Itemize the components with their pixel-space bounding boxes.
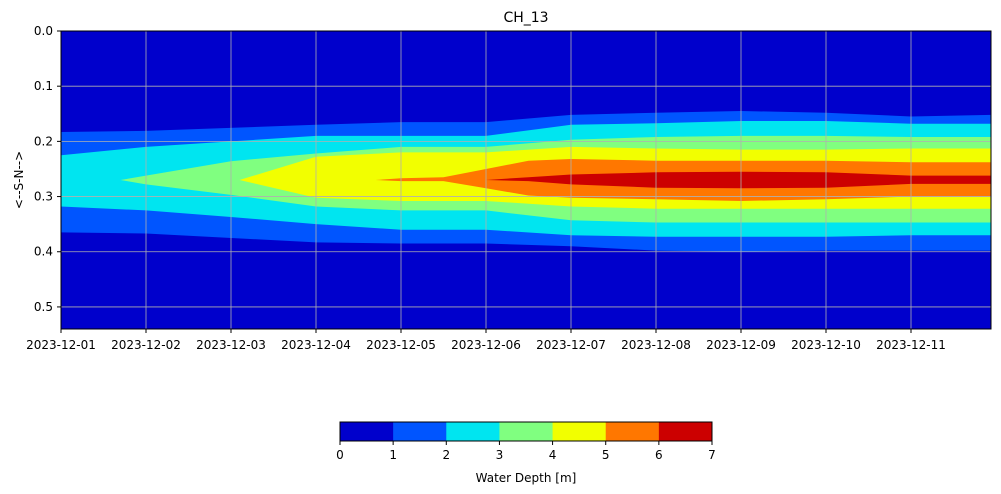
colorbar-frame [339, 421, 713, 442]
colorbar-segment [552, 422, 607, 441]
x-tick-label: 2023-12-11 [876, 338, 946, 352]
grid-lines [61, 31, 991, 329]
colorbar-tick-label: 0 [336, 448, 344, 462]
colorbar-segment [499, 422, 554, 441]
y-tick-label: 0.5 [34, 300, 53, 314]
y-tick-label: 0.4 [34, 245, 53, 259]
y-tick-label: 0.0 [34, 24, 53, 38]
colorbar-tick-label: 7 [708, 448, 716, 462]
x-tick-label: 2023-12-08 [621, 338, 691, 352]
chart-title: CH_13 [503, 10, 548, 26]
plot-area [61, 31, 991, 329]
x-tick-label: 2023-12-10 [791, 338, 861, 352]
x-tick-label: 2023-12-05 [366, 338, 436, 352]
y-tick-label: 0.3 [34, 190, 53, 204]
colorbar: 0 1 2 3 4 5 6 7 [336, 421, 716, 462]
colorbar-segment [340, 422, 394, 441]
x-tick-label: 2023-12-09 [706, 338, 776, 352]
colorbar-segment [446, 422, 500, 441]
x-tick-label: 2023-12-07 [536, 338, 606, 352]
colorbar-segment [658, 422, 713, 441]
y-axis: 0.0 0.1 0.2 0.3 0.4 0.5 [34, 24, 61, 314]
colorbar-segment [605, 422, 660, 441]
colorbar-tick-label: 1 [389, 448, 397, 462]
colorbar-tick-label: 6 [655, 448, 663, 462]
y-tick-label: 0.2 [34, 134, 53, 148]
colorbar-tick-label: 3 [496, 448, 504, 462]
x-tick-label: 2023-12-01 [26, 338, 96, 352]
contour-band-6 [443, 171, 991, 189]
x-tick-label: 2023-12-02 [111, 338, 181, 352]
colorbar-tick-label: 4 [549, 448, 557, 462]
colorbar-segment [393, 422, 447, 441]
x-tick-label: 2023-12-04 [281, 338, 351, 352]
y-axis-label: <--S-N--> [12, 151, 26, 209]
colorbar-tick-label: 2 [442, 448, 450, 462]
x-tick-label: 2023-12-06 [451, 338, 521, 352]
y-tick-label: 0.1 [34, 79, 53, 93]
plot-frame [60, 30, 992, 330]
x-axis: 2023-12-01 2023-12-02 2023-12-03 2023-12-04… [26, 329, 946, 352]
colorbar-tick-label: 5 [602, 448, 610, 462]
colorbar-label: Water Depth [m] [476, 471, 577, 485]
x-tick-label: 2023-12-03 [196, 338, 266, 352]
